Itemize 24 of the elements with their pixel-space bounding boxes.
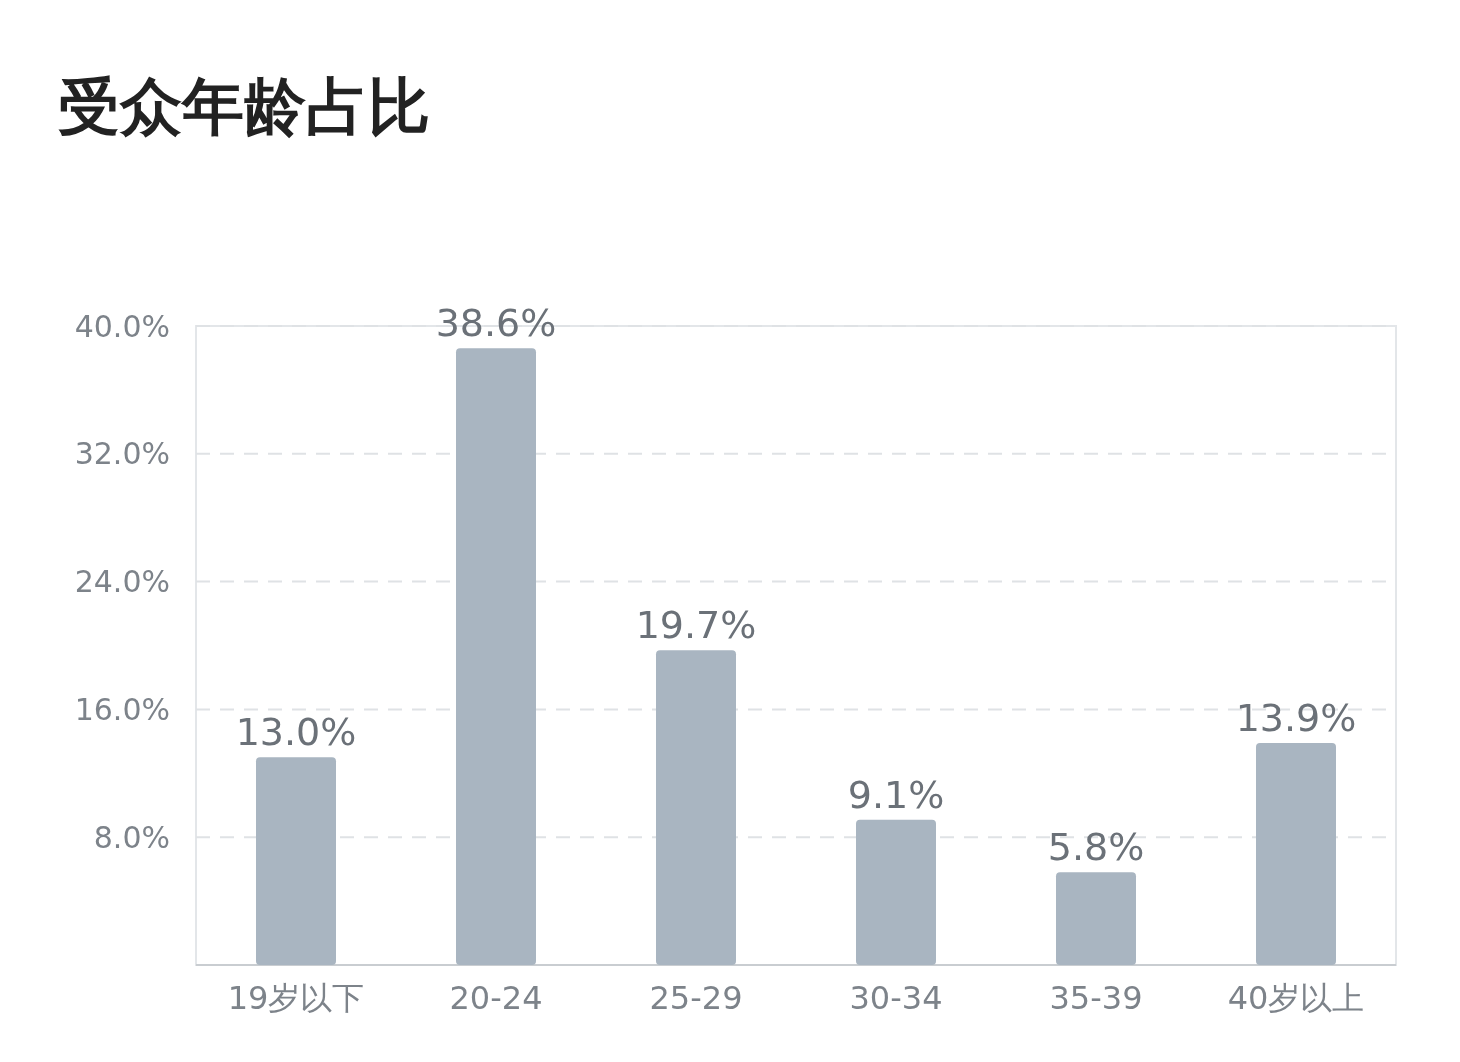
data-label: 13.9% [1235,695,1357,740]
chart-title: 受众年龄占比 [58,70,430,143]
data-label: 19.7% [635,603,757,648]
bar [456,348,536,965]
data-label: 13.0% [235,710,357,755]
x-tick-label: 40岁以上 [1227,979,1365,1017]
bar [856,819,936,965]
y-tick-label: 24.0% [74,564,170,600]
y-tick-label: 8.0% [93,819,170,855]
data-label: 38.6% [435,301,557,346]
x-tick-label: 20-24 [449,979,543,1017]
x-tick-label: 19岁以下 [227,979,365,1017]
x-tick-label: 30-34 [849,979,943,1017]
bar [656,650,736,965]
x-tick-label: 35-39 [1049,979,1143,1017]
x-tick-label: 25-29 [649,979,743,1017]
data-label: 9.1% [847,772,945,817]
bar [1056,872,1136,965]
bar [1256,742,1336,965]
y-tick-label: 32.0% [74,436,170,472]
bar [256,757,336,965]
data-label: 5.8% [1047,825,1145,870]
y-tick-label: 40.0% [74,308,170,344]
y-tick-label: 16.0% [74,691,170,727]
